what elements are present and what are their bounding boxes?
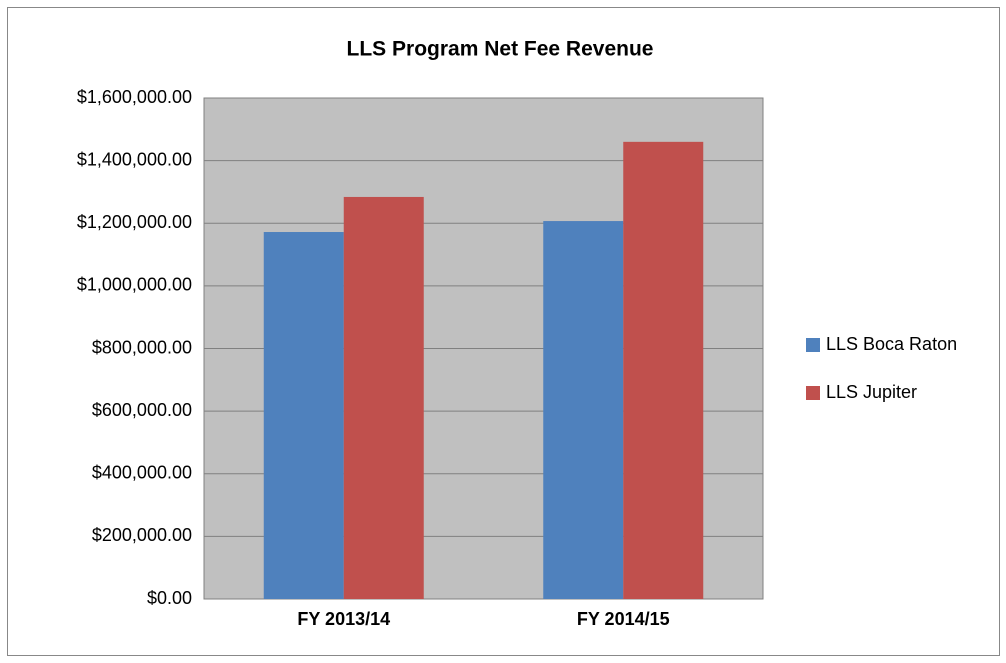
chart-title: LLS Program Net Fee Revenue xyxy=(347,38,654,61)
legend-swatch xyxy=(806,386,820,400)
y-tick-label: $600,000.00 xyxy=(92,400,192,420)
y-tick-label: $1,400,000.00 xyxy=(77,149,192,169)
y-tick-label: $1,000,000.00 xyxy=(77,275,192,295)
bar xyxy=(623,141,704,599)
bar xyxy=(343,196,424,599)
legend-swatch xyxy=(806,338,820,352)
x-tick-label: FY 2013/14 xyxy=(297,609,390,629)
y-tick-label: $0.00 xyxy=(147,588,192,608)
y-tick-label: $1,600,000.00 xyxy=(77,87,192,107)
y-tick-label: $1,200,000.00 xyxy=(77,212,192,232)
legend-label: LLS Jupiter xyxy=(826,382,917,402)
bar xyxy=(543,221,624,600)
y-tick-label: $800,000.00 xyxy=(92,337,192,357)
legend-label: LLS Boca Raton xyxy=(826,334,957,354)
y-tick-label: $400,000.00 xyxy=(92,463,192,483)
bar xyxy=(263,232,344,599)
y-tick-label: $200,000.00 xyxy=(92,525,192,545)
x-tick-label: FY 2014/15 xyxy=(577,609,670,629)
